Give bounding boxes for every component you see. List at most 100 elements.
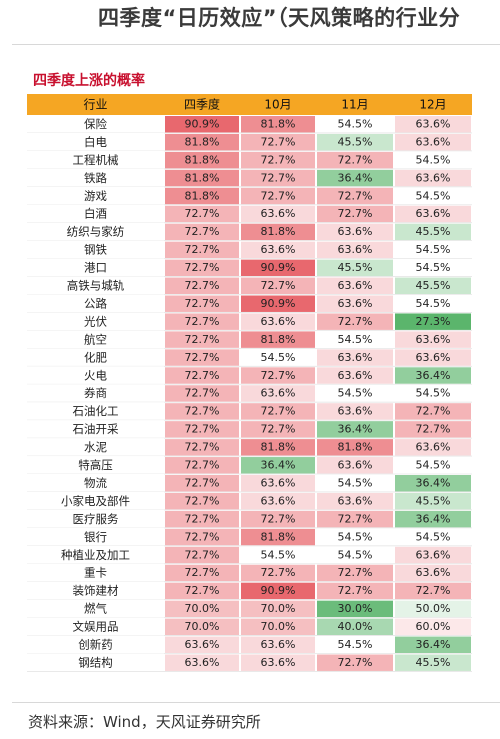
value-label: 54.5% — [416, 243, 451, 256]
industry-cell-bg — [27, 150, 164, 169]
value-cell — [395, 151, 471, 169]
value-label: 45.5% — [416, 225, 451, 238]
value-label: 70.0% — [185, 620, 220, 633]
industry-label: 铁路 — [84, 171, 107, 185]
value-cell — [317, 367, 393, 384]
value-label: 63.6% — [416, 351, 451, 364]
value-label: 36.4% — [416, 638, 451, 651]
value-cell — [241, 636, 315, 653]
value-cell — [395, 600, 471, 618]
value-label: 63.6% — [416, 207, 451, 220]
industry-label: 保险 — [84, 117, 107, 131]
value-label: 72.7% — [338, 153, 373, 166]
value-label: 72.7% — [261, 171, 296, 184]
value-cell — [241, 457, 315, 474]
value-label: 63.6% — [416, 171, 451, 184]
value-label: 63.6% — [261, 476, 296, 489]
industry-label: 小家电及部件 — [61, 494, 130, 508]
value-label: 63.6% — [261, 387, 296, 400]
value-label: 72.7% — [338, 189, 373, 202]
value-cell — [395, 582, 471, 600]
value-label: 36.4% — [416, 369, 451, 382]
value-label: 50.0% — [416, 602, 451, 615]
table-header-bg — [27, 94, 472, 115]
value-label: 72.7% — [261, 135, 296, 148]
value-cell — [241, 385, 315, 402]
industry-cell-bg — [27, 438, 164, 457]
value-cell — [317, 151, 393, 169]
value-cell — [241, 133, 315, 151]
value-cell — [395, 528, 471, 546]
footer-divider — [12, 702, 500, 703]
value-label: 63.6% — [261, 494, 296, 507]
value-cell — [165, 636, 239, 653]
industry-cell-bg — [27, 527, 164, 546]
value-cell — [317, 205, 393, 223]
value-label: 90.9% — [261, 297, 296, 310]
value-cell — [165, 457, 239, 474]
value-cell — [317, 241, 393, 259]
industry-label: 工程机械 — [73, 153, 119, 167]
value-cell — [165, 546, 239, 564]
value-cell — [241, 241, 315, 259]
value-cell — [317, 295, 393, 312]
value-cell — [165, 349, 239, 366]
industry-cell-bg — [27, 599, 164, 618]
column-header: 四季度 — [184, 97, 220, 112]
value-label: 72.7% — [185, 279, 220, 292]
industry-cell-bg — [27, 186, 164, 205]
value-cell — [317, 421, 393, 438]
industry-label: 高铁与城轨 — [67, 279, 125, 293]
value-cell — [395, 421, 471, 438]
value-label: 72.7% — [338, 584, 373, 597]
value-label: 72.7% — [338, 207, 373, 220]
value-label: 60.0% — [416, 620, 451, 633]
value-label: 81.8% — [338, 441, 373, 454]
value-label: 63.6% — [261, 656, 296, 669]
value-label: 63.6% — [261, 243, 296, 256]
value-label: 72.7% — [261, 423, 296, 436]
value-label: 63.6% — [416, 135, 451, 148]
value-label: 70.0% — [261, 602, 296, 615]
value-cell — [241, 169, 315, 187]
probability-table-card: 四季度上涨的概率 行业 四季度 10月 11月 12月 保险 90.9% 81.8% 54.5%… — [27, 66, 500, 686]
value-label: 72.7% — [185, 207, 220, 220]
value-cell — [241, 187, 315, 205]
industry-cell-bg — [27, 294, 164, 313]
value-cell — [165, 654, 239, 671]
value-cell — [165, 187, 239, 205]
value-label: 63.6% — [338, 279, 373, 292]
value-label: 54.5% — [338, 387, 373, 400]
value-label: 27.3% — [416, 315, 451, 328]
value-label: 72.7% — [185, 315, 220, 328]
value-label: 72.7% — [185, 333, 220, 346]
industry-label: 水泥 — [84, 440, 107, 454]
value-cell — [241, 205, 315, 223]
value-label: 81.8% — [185, 189, 220, 202]
value-label: 81.8% — [185, 171, 220, 184]
value-cell — [317, 169, 393, 187]
value-cell — [165, 331, 239, 348]
industry-label: 特高压 — [78, 458, 113, 472]
value-label: 81.8% — [185, 153, 220, 166]
source-note: 资料来源：Wind，天风证券研究所 — [28, 713, 261, 731]
value-label: 72.7% — [185, 387, 220, 400]
value-cell — [317, 528, 393, 546]
value-cell — [241, 223, 315, 241]
industry-label: 白电 — [84, 135, 107, 149]
value-label: 81.8% — [185, 135, 220, 148]
value-cell — [317, 259, 393, 277]
industry-cell-bg — [27, 204, 164, 223]
value-cell — [165, 618, 239, 636]
value-label: 72.7% — [338, 315, 373, 328]
value-cell — [165, 367, 239, 384]
value-cell — [395, 546, 471, 564]
value-label: 72.7% — [261, 405, 296, 418]
value-label: 72.7% — [185, 351, 220, 364]
table-title: 四季度上涨的概率 — [33, 73, 145, 89]
value-label: 54.5% — [416, 153, 451, 166]
value-cell — [395, 367, 471, 384]
value-label: 72.7% — [416, 405, 451, 418]
value-cell — [241, 331, 315, 348]
value-cell — [395, 403, 471, 420]
